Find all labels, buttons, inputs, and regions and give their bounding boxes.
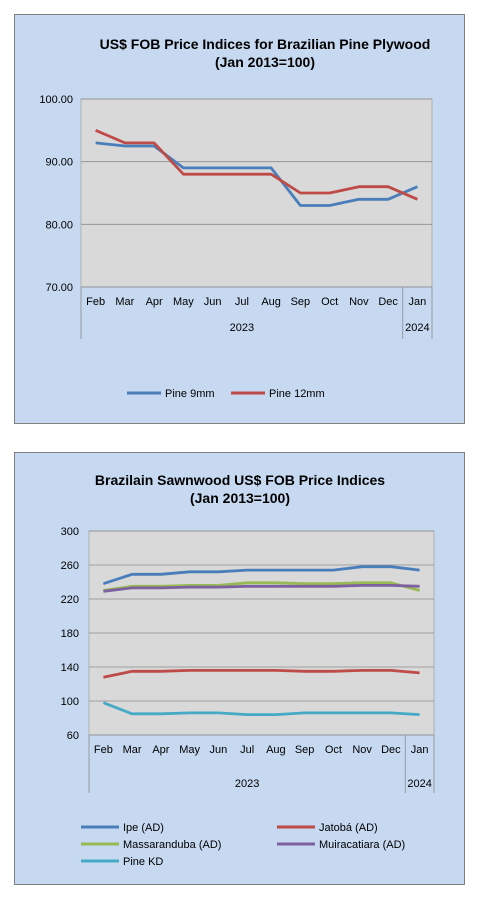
plywood-price-chart: US$ FOB Price Indices for Brazilian Pine… bbox=[39, 36, 433, 400]
legend-label: Jatobá (AD) bbox=[319, 822, 378, 834]
x-tick-label: May bbox=[179, 744, 200, 756]
x-tick-label: Oct bbox=[321, 296, 338, 308]
series-line bbox=[102, 565, 420, 586]
x-tick-label: Apr bbox=[152, 744, 169, 756]
y-tick-label: 100.00 bbox=[39, 94, 73, 106]
y-tick-label: 260 bbox=[61, 560, 79, 572]
legend-label: Massaranduba (AD) bbox=[123, 839, 221, 851]
x-tick-label: Oct bbox=[325, 744, 342, 756]
plywood-chart-panel: US$ FOB Price Indices for Brazilian Pine… bbox=[14, 14, 465, 424]
x-tick-label: Sep bbox=[291, 296, 311, 308]
y-tick-label: 220 bbox=[61, 594, 79, 606]
y-tick-label: 140 bbox=[61, 662, 79, 674]
series-line bbox=[95, 129, 418, 201]
x-tick-label: Feb bbox=[94, 744, 113, 756]
series-line bbox=[95, 141, 418, 207]
y-tick-label: 180 bbox=[61, 628, 79, 640]
x-tick-label: Apr bbox=[146, 296, 163, 308]
plot-area bbox=[80, 98, 433, 288]
series-line bbox=[103, 583, 420, 593]
legend-label: Pine KD bbox=[123, 856, 163, 868]
x-tick-label: Jan bbox=[409, 296, 427, 308]
x-tick-label: Jul bbox=[240, 744, 254, 756]
y-tick-label: 80.00 bbox=[45, 219, 73, 231]
x-group-label: 2023 bbox=[235, 778, 259, 790]
series-line bbox=[103, 581, 420, 592]
series-line bbox=[102, 701, 420, 717]
x-tick-label: Dec bbox=[378, 296, 398, 308]
x-tick-label: Mar bbox=[115, 296, 134, 308]
x-tick-label: Nov bbox=[352, 744, 372, 756]
chart-subtitle: (Jan 2013=100) bbox=[190, 490, 290, 506]
x-tick-label: Sep bbox=[295, 744, 315, 756]
x-tick-label: Dec bbox=[381, 744, 401, 756]
y-tick-label: 100 bbox=[61, 696, 79, 708]
x-group-label: 2023 bbox=[230, 322, 254, 334]
x-group-label: 2024 bbox=[407, 778, 431, 790]
x-tick-label: Jun bbox=[210, 744, 228, 756]
x-tick-label: Jan bbox=[411, 744, 429, 756]
x-tick-label: Nov bbox=[349, 296, 369, 308]
x-tick-label: May bbox=[173, 296, 194, 308]
legend-label: Pine 12mm bbox=[269, 388, 325, 400]
y-tick-label: 60 bbox=[67, 730, 79, 742]
chart-subtitle: (Jan 2013=100) bbox=[215, 54, 315, 70]
legend-label: Muiracatiara (AD) bbox=[319, 839, 405, 851]
y-tick-label: 300 bbox=[61, 526, 79, 538]
x-group-label: 2024 bbox=[405, 322, 429, 334]
x-tick-label: Jul bbox=[235, 296, 249, 308]
x-tick-label: Mar bbox=[123, 744, 142, 756]
sawnwood-chart-panel: Brazilain Sawnwood US$ FOB Price Indices… bbox=[14, 452, 465, 885]
legend-label: Ipe (AD) bbox=[123, 822, 164, 834]
x-tick-label: Aug bbox=[266, 744, 286, 756]
y-tick-label: 70.00 bbox=[45, 282, 73, 294]
legend-label: Pine 9mm bbox=[165, 388, 215, 400]
x-tick-label: Feb bbox=[86, 296, 105, 308]
sawnwood-price-chart: Brazilain Sawnwood US$ FOB Price Indices… bbox=[61, 472, 435, 868]
chart-title: US$ FOB Price Indices for Brazilian Pine… bbox=[100, 36, 431, 52]
y-tick-label: 90.00 bbox=[45, 157, 73, 169]
chart-title: Brazilain Sawnwood US$ FOB Price Indices bbox=[95, 472, 385, 488]
x-tick-label: Jun bbox=[204, 296, 222, 308]
series-line bbox=[103, 668, 420, 679]
x-tick-label: Aug bbox=[261, 296, 281, 308]
